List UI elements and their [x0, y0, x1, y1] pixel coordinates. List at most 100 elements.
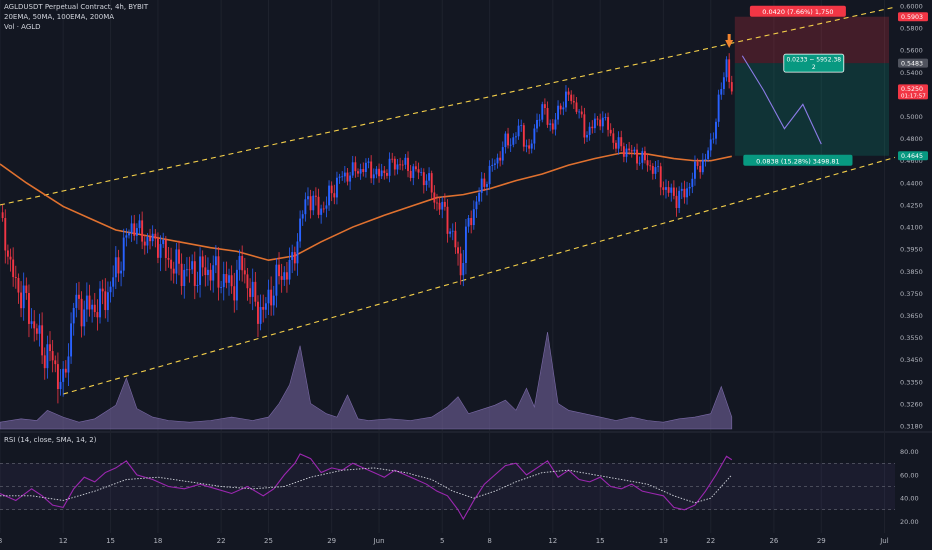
candle-body-33: [85, 295, 88, 310]
candle-body-212: [557, 105, 560, 120]
time-label-5: 25: [264, 537, 273, 545]
candle-body-237: [622, 146, 625, 157]
candle-body-273: [717, 94, 720, 122]
candle-body-201: [528, 145, 531, 149]
candle-body-108: [283, 272, 286, 280]
candle-body-122: [320, 208, 323, 215]
candle-body-220: [578, 111, 581, 113]
candle-body-217: [570, 94, 573, 102]
candle-body-247: [649, 165, 652, 167]
candle-body-68: [178, 249, 180, 264]
candle-body-178: [467, 218, 470, 227]
candle-body-166: [436, 202, 438, 204]
candle-body-159: [417, 169, 420, 173]
price-tick-18: 0.3260: [900, 400, 923, 408]
candle-body-7: [17, 278, 20, 293]
candle-body-48: [125, 235, 128, 238]
candle-body-238: [625, 148, 628, 157]
candle-body-91: [238, 256, 241, 270]
candle-body-240: [630, 150, 633, 152]
candle-body-40: [104, 291, 107, 311]
candle-body-232: [609, 129, 612, 134]
price-badge-text-2: 0.5250: [901, 86, 923, 93]
candle-body-194: [509, 144, 512, 146]
candle-body-223: [586, 134, 588, 138]
candle-body-136: [357, 171, 359, 174]
candle-body-227: [596, 118, 599, 120]
candle-body-58: [151, 233, 154, 242]
candle-body-224: [588, 126, 591, 135]
candle-body-254: [667, 187, 670, 193]
candle-body-243: [638, 162, 641, 164]
price-badge-text-0: 0.5903: [901, 14, 923, 21]
candle-body-1: [1, 212, 4, 219]
price-tick-11: 0.3950: [900, 246, 923, 254]
candle-body-147: [386, 173, 388, 176]
candle-body-139: [364, 162, 367, 172]
candle-body-54: [141, 220, 144, 242]
candle-body-268: [704, 158, 707, 160]
candle-body-37: [96, 312, 99, 318]
candle-body-274: [720, 89, 723, 95]
symbol-legend[interactable]: AGLDUSDT Perpetual Contract, 4h, BYBIT: [4, 3, 149, 11]
candle-body-20: [51, 351, 54, 361]
candle-body-160: [420, 172, 423, 173]
position-info-line2: 2: [812, 64, 816, 71]
candle-body-104: [272, 295, 275, 306]
candle-body-50: [130, 223, 133, 234]
candle-body-146: [383, 170, 386, 174]
candle-body-83: [217, 256, 220, 288]
candle-body-127: [333, 193, 336, 198]
candle-body-210: [551, 123, 554, 130]
candle-body-156: [409, 170, 412, 178]
candle-body-189: [496, 157, 499, 164]
volume-legend[interactable]: Vol · AGLD: [4, 23, 41, 31]
candle-body-42: [109, 286, 112, 293]
candle-body-9: [22, 285, 25, 309]
signal-arrow-icon: [725, 40, 734, 48]
price-badge-target: [898, 151, 928, 161]
candle-body-275: [722, 77, 725, 90]
price-tick-13: 0.3750: [900, 290, 923, 298]
time-label-1: 12: [59, 537, 68, 545]
candle-body-56: [146, 236, 149, 246]
time-label-0: 8: [0, 537, 2, 545]
candle-body-106: [278, 264, 280, 277]
candle-body-90: [235, 269, 238, 301]
candle-body-75: [196, 284, 199, 286]
candle-body-211: [554, 119, 557, 130]
moving-average-legend[interactable]: 20EMA, 50MA, 100EMA, 200MA: [4, 13, 115, 21]
candle-body-174: [457, 247, 459, 254]
candle-body-150: [393, 158, 396, 170]
candle-body-245: [643, 151, 646, 161]
candle-body-88: [230, 275, 233, 287]
candle-body-239: [628, 148, 631, 151]
candle-body-195: [512, 137, 515, 145]
candle-body-158: [414, 166, 417, 170]
candle-body-208: [546, 107, 549, 125]
candle-body-267: [701, 159, 704, 173]
candle-body-132: [346, 172, 349, 182]
candle-body-10: [25, 285, 28, 294]
candle-body-16: [41, 325, 44, 356]
projection-path: [741, 55, 822, 145]
candle-body-206: [541, 104, 544, 120]
price-badge-sub-2: 01:17:57: [901, 93, 926, 99]
candle-body-47: [122, 237, 125, 271]
candle-body-25: [64, 368, 67, 373]
time-label-8: 5: [440, 537, 444, 545]
candle-body-221: [580, 111, 583, 115]
rsi-legend[interactable]: RSI (14, close, SMA, 14, 2): [4, 436, 97, 444]
candle-body-92: [241, 256, 244, 271]
candle-body-184: [483, 178, 486, 187]
price-tick-16: 0.3450: [900, 356, 923, 364]
candle-body-86: [225, 274, 228, 283]
candle-body-250: [657, 166, 660, 168]
candle-body-242: [636, 149, 638, 164]
candle-body-57: [149, 236, 151, 242]
price-tick-14: 0.3650: [900, 312, 923, 320]
candle-body-70: [183, 269, 186, 287]
time-label-6: 29: [327, 537, 336, 545]
rsi-tick-2: 40.00: [900, 495, 919, 503]
